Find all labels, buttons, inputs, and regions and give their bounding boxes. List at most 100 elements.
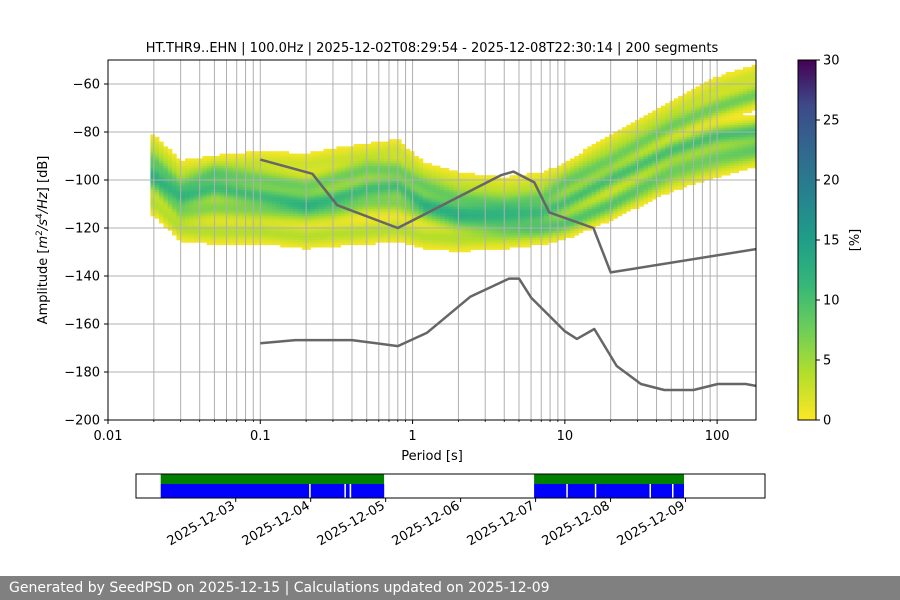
heatmap-cell [513, 225, 519, 229]
heatmap-cell [483, 206, 489, 210]
heatmap-cell [163, 196, 169, 200]
heatmap-cell [262, 223, 268, 226]
heatmap-cell [392, 151, 398, 154]
heatmap-cell [574, 211, 579, 214]
heatmap-cell [544, 172, 549, 176]
heatmap-cell [280, 242, 285, 246]
heatmap-cell [319, 232, 324, 236]
heatmap-cell [708, 156, 714, 159]
heatmap-cell [712, 136, 718, 140]
heatmap-cell [678, 136, 683, 140]
heatmap-cell [483, 194, 489, 198]
heatmap-cell [656, 117, 662, 121]
heatmap-cell [626, 141, 631, 145]
heatmap-cell [211, 213, 216, 217]
heatmap-cell [492, 225, 497, 229]
heatmap-cell [717, 148, 722, 152]
heatmap-cell [656, 120, 662, 123]
heatmap-cell [267, 194, 272, 198]
heatmap-cell [345, 151, 350, 154]
heatmap-cell [448, 218, 454, 222]
heatmap-cell [262, 208, 268, 212]
heatmap-cell [518, 235, 523, 238]
heatmap-cell [262, 153, 268, 157]
heatmap-cell [734, 91, 739, 94]
heatmap-cell [401, 232, 406, 236]
heatmap-cell [323, 232, 329, 236]
heatmap-cell [660, 110, 666, 114]
heatmap-cell [228, 228, 233, 231]
heatmap-cell [578, 228, 584, 231]
heatmap-cell [159, 177, 164, 181]
heatmap-cell [712, 117, 718, 121]
heatmap-cell [405, 182, 411, 186]
heatmap-cell [483, 184, 489, 188]
heatmap-cell [604, 146, 610, 150]
heatmap-cell [730, 122, 735, 126]
heatmap-cell [163, 146, 169, 150]
heatmap-cell [570, 223, 575, 226]
heatmap-cell [656, 170, 662, 174]
heatmap-cell [150, 194, 156, 198]
heatmap-cell [172, 158, 177, 162]
heatmap-cell [621, 172, 627, 176]
heatmap-cell [427, 201, 432, 205]
heatmap-cell [548, 194, 554, 198]
heatmap-cell [613, 177, 618, 181]
heatmap-cell [358, 160, 363, 164]
heatmap-cell [202, 201, 207, 205]
heatmap-cell [695, 172, 701, 176]
heatmap-cell [570, 189, 575, 193]
heatmap-cell [215, 201, 220, 205]
heatmap-cell [301, 218, 307, 222]
heatmap-cell [678, 177, 683, 181]
heatmap-cell [262, 172, 268, 176]
heatmap-cell [379, 141, 385, 145]
heatmap-cell [306, 163, 311, 166]
heatmap-cell [375, 189, 380, 193]
heatmap-cell [293, 230, 298, 234]
heatmap-cell [643, 182, 649, 186]
heatmap-cell [617, 194, 623, 198]
heatmap-cell [440, 170, 445, 174]
heatmap-cell [293, 206, 298, 210]
heatmap-cell [206, 206, 212, 210]
heatmap-cell [185, 160, 190, 164]
heatmap-cell [630, 144, 636, 147]
heatmap-cell [617, 192, 623, 195]
heatmap-cell [245, 172, 251, 176]
heatmap-cell [526, 182, 532, 186]
heatmap-cell [362, 172, 368, 176]
heatmap-cell [193, 225, 199, 229]
heatmap-cell [621, 129, 627, 133]
heatmap-cell [189, 216, 195, 219]
heatmap-cell [730, 98, 735, 102]
heatmap-cell [440, 232, 445, 236]
heatmap-cell [708, 86, 714, 90]
heatmap-cell [678, 170, 683, 174]
heatmap-cell [340, 225, 346, 229]
heatmap-cell [345, 165, 350, 169]
heatmap-cell [310, 156, 316, 159]
heatmap-cell [548, 206, 554, 210]
heatmap-cell [686, 168, 692, 171]
heatmap-cell [548, 199, 554, 202]
heatmap-cell [708, 168, 714, 171]
heatmap-cell [310, 230, 316, 234]
heatmap-cell [578, 177, 584, 181]
heatmap-cell [712, 120, 718, 123]
heatmap-cell [474, 213, 480, 217]
heatmap-cell [600, 144, 605, 147]
heatmap-cell [327, 235, 333, 238]
heatmap-cell [206, 230, 212, 234]
heatmap-cell [656, 148, 662, 152]
heatmap-cell [427, 165, 432, 169]
heatmap-cell [466, 211, 471, 214]
heatmap-cell [306, 189, 311, 193]
heatmap-cell [660, 192, 666, 195]
heatmap-cell [578, 194, 584, 198]
heatmap-cell [461, 208, 467, 212]
heatmap-cell [405, 156, 411, 159]
heatmap-cell [474, 199, 480, 202]
heatmap-cell [211, 192, 216, 195]
